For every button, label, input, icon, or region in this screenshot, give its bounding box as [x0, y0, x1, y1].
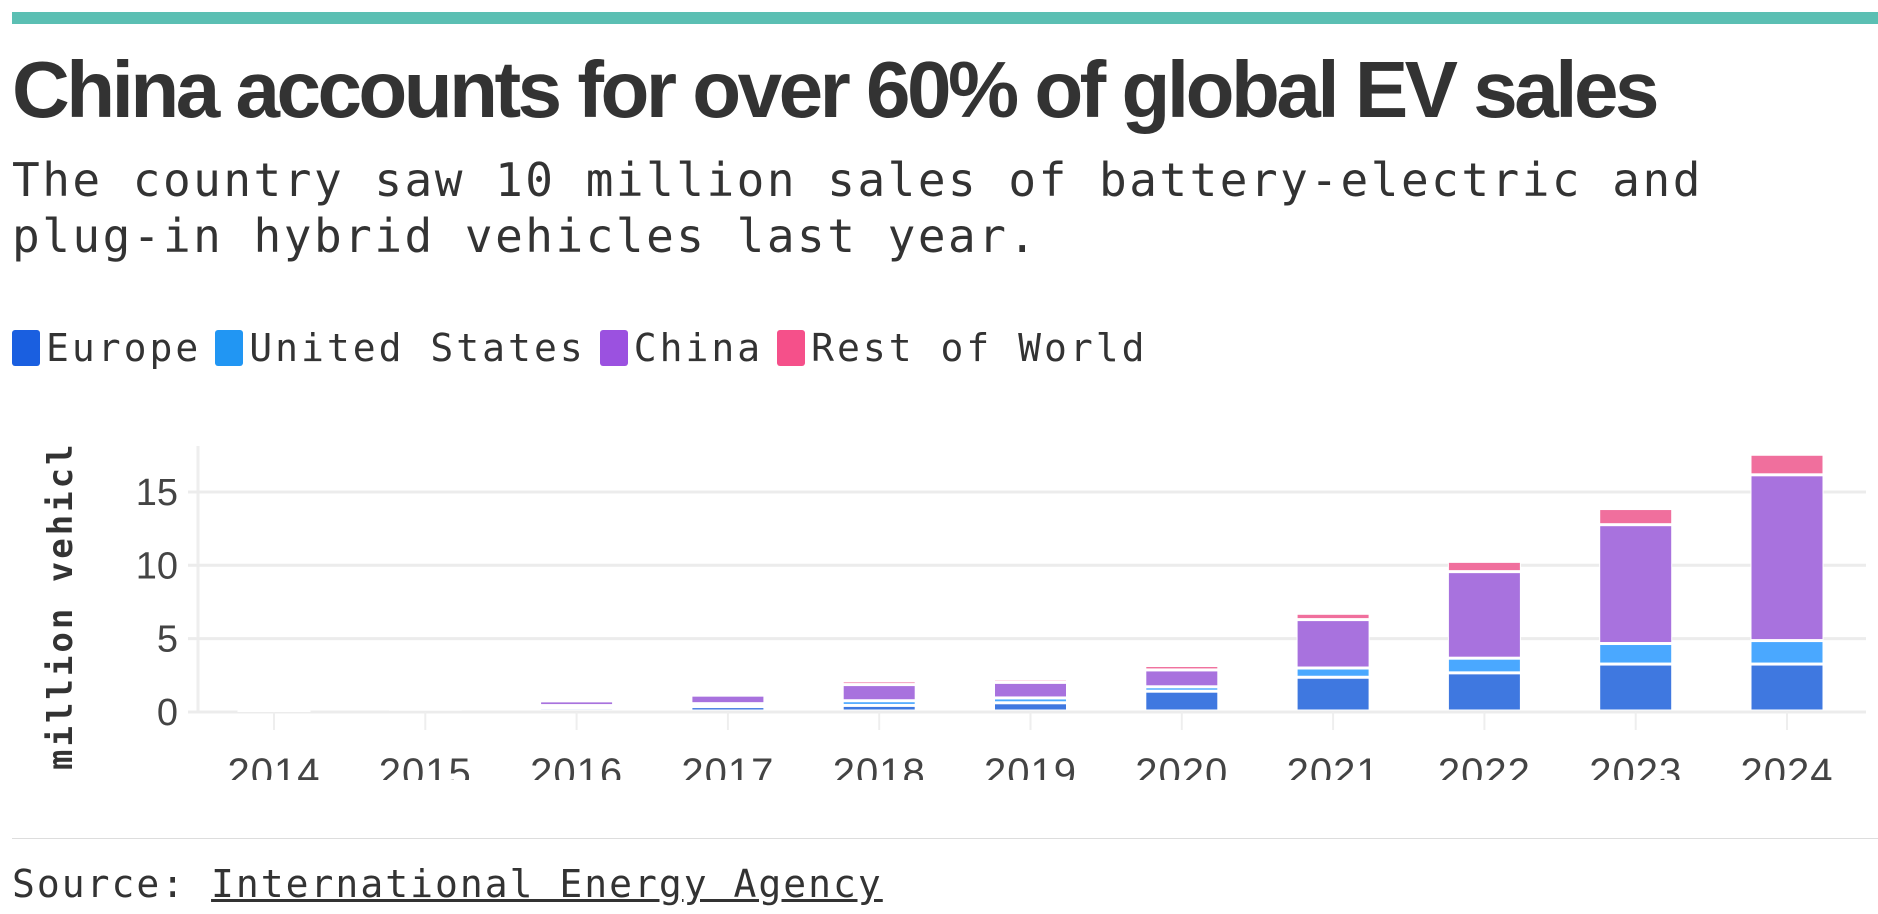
- y-tick-label: 10: [136, 545, 178, 587]
- bar-rest-of-world-2018: [842, 681, 916, 685]
- x-tick-label: 2016: [530, 751, 623, 780]
- legend-swatch-united-states: [215, 330, 244, 366]
- x-tick-label: 2022: [1438, 751, 1531, 780]
- bar-united-states-2015: [388, 707, 462, 710]
- bar-europe-2020: [1145, 691, 1219, 711]
- stacked-bar-chart: 2014 2015 2016 2017 2018 2019 2020 2021 2022 2023…: [41, 420, 1866, 780]
- accent-bar: [12, 12, 1878, 24]
- bar-europe-2014: [237, 710, 311, 713]
- y-tick-label: 0: [157, 692, 178, 734]
- legend-item-rest-of-world: Rest of World: [777, 326, 1147, 370]
- x-axis: 2014 2015 2016 2017 2018 2019 2020 2021 2022 2023…: [228, 712, 1834, 780]
- legend-item-europe: Europe: [12, 326, 201, 370]
- legend-label: United States: [249, 326, 586, 370]
- bars: [237, 454, 1824, 713]
- y-tick-label: 5: [157, 619, 178, 661]
- bar-rest-of-world-2014: [237, 707, 311, 710]
- bar-europe-2024: [1750, 664, 1824, 711]
- source-line: Source: International Energy Agency: [12, 862, 883, 906]
- bar-china-2023: [1599, 525, 1673, 644]
- bar-europe-2017: [691, 707, 765, 711]
- x-tick-label: 2019: [984, 751, 1077, 780]
- legend-swatch-china: [599, 330, 628, 366]
- y-tick-label: 15: [136, 472, 178, 514]
- bar-united-states-2021: [1296, 668, 1370, 677]
- bar-rest-of-world-2022: [1447, 561, 1521, 572]
- bar-rest-of-world-2019: [994, 679, 1067, 682]
- bar-rest-of-world-2015: [388, 703, 462, 706]
- y-axis-label: million vehicles: [41, 420, 81, 770]
- bar-united-states-2022: [1447, 658, 1521, 673]
- legend-item-united-states: United States: [215, 326, 585, 370]
- bar-united-states-2020: [1145, 687, 1219, 691]
- source-link[interactable]: International Energy Agency: [211, 862, 883, 906]
- source-label: Source:: [12, 862, 187, 906]
- x-tick-label: 2024: [1741, 751, 1834, 780]
- bar-rest-of-world-2023: [1599, 509, 1673, 525]
- bar-europe-2021: [1296, 677, 1370, 711]
- bar-china-2021: [1296, 620, 1370, 668]
- bar-rest-of-world-2020: [1145, 666, 1219, 670]
- x-tick-label: 2018: [833, 751, 926, 780]
- x-tick-label: 2023: [1589, 751, 1682, 780]
- bar-europe-2015: [388, 708, 462, 711]
- gridlines: [188, 446, 1866, 714]
- legend-label: Rest of World: [811, 326, 1148, 370]
- legend-label: China: [633, 326, 764, 370]
- bar-china-2018: [842, 685, 916, 701]
- bar-rest-of-world-2024: [1750, 454, 1824, 475]
- bar-rest-of-world-2016: [540, 700, 614, 703]
- bar-united-states-2018: [842, 701, 916, 705]
- bar-europe-2022: [1447, 673, 1521, 711]
- x-tick-label: 2015: [379, 751, 472, 780]
- bar-china-2019: [994, 682, 1067, 698]
- legend: Europe United States China Rest of World: [12, 326, 1148, 370]
- bar-united-states-2024: [1750, 641, 1824, 664]
- legend-swatch-europe: [12, 330, 40, 366]
- bar-rest-of-world-2017: [691, 693, 765, 696]
- footer-divider: [12, 838, 1878, 839]
- bar-europe-2016: [540, 708, 614, 711]
- x-tick-label: 2020: [1135, 751, 1228, 780]
- bar-china-2020: [1145, 670, 1219, 687]
- bar-china-2022: [1447, 572, 1521, 658]
- x-tick-label: 2017: [681, 751, 774, 780]
- bar-united-states-2016: [540, 706, 614, 709]
- bar-united-states-2019: [994, 698, 1067, 703]
- bar-europe-2018: [842, 705, 916, 711]
- legend-item-china: China: [599, 326, 764, 370]
- chart-title: China accounts for over 60% of global EV…: [12, 45, 1659, 134]
- x-tick-label: 2014: [228, 751, 321, 780]
- x-tick-label: 2021: [1287, 751, 1380, 780]
- legend-label: Europe: [46, 326, 202, 370]
- bar-europe-2019: [994, 703, 1067, 711]
- bar-united-states-2017: [691, 704, 765, 707]
- bar-europe-2023: [1599, 664, 1673, 711]
- bar-china-2024: [1750, 475, 1824, 641]
- y-axis: 0 5 10 15: [136, 472, 178, 734]
- legend-swatch-rest-of-world: [777, 330, 806, 366]
- bar-rest-of-world-2021: [1296, 613, 1370, 620]
- bar-united-states-2023: [1599, 644, 1673, 664]
- chart-subtitle: The country saw 10 million sales of batt…: [12, 153, 1703, 263]
- bar-china-2017: [691, 695, 765, 704]
